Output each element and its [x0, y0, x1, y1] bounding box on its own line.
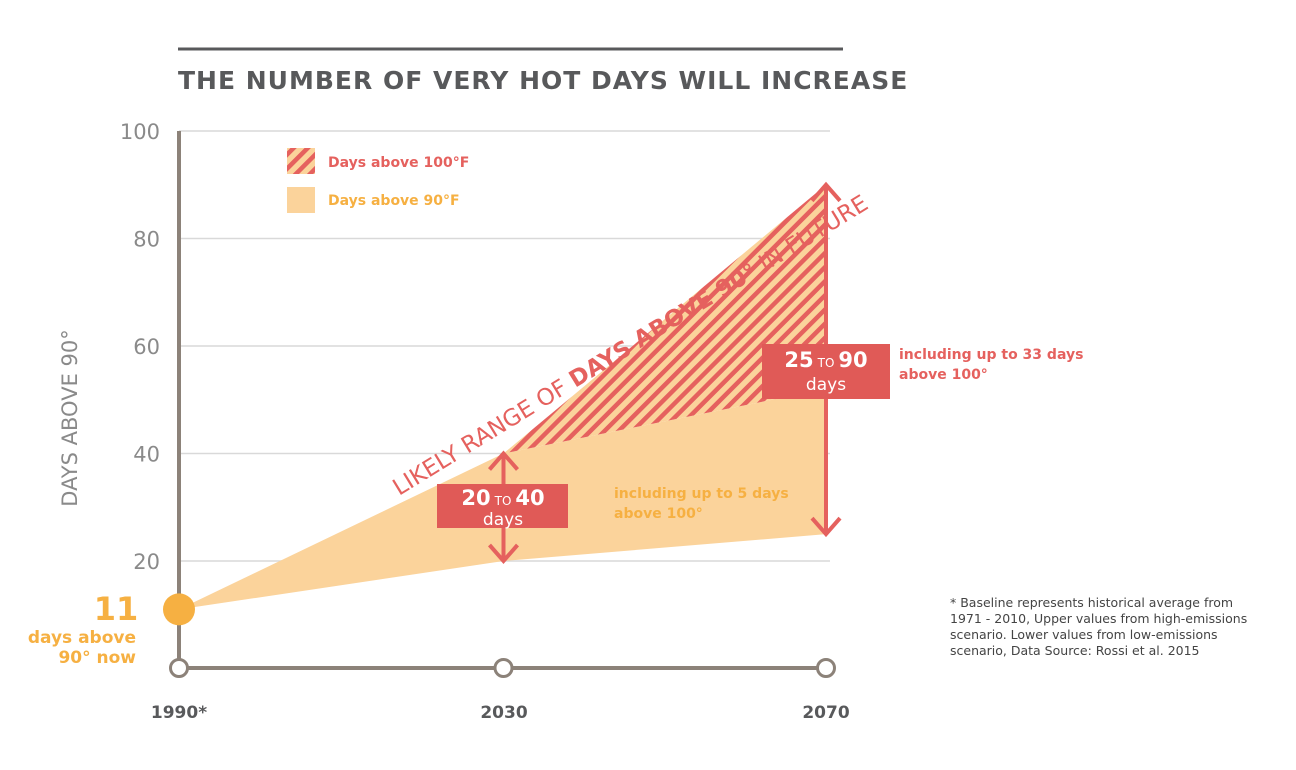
range-2070-note-1: including up to 33 days — [899, 347, 1083, 363]
range-2030-to: TO — [494, 494, 512, 508]
range-2070-note-2: above 100° — [899, 367, 988, 383]
range-2070-low: 25 — [784, 348, 813, 372]
range-2030-values: 20 TO 40 — [461, 486, 544, 510]
range-box-2030 — [437, 484, 568, 528]
footnote-line-2: 1971 - 2010, Upper values from high-emis… — [950, 611, 1247, 626]
range-2030-low: 20 — [461, 486, 490, 510]
x-marker-1990 — [169, 658, 189, 678]
arrow-2070-head-bottom — [810, 516, 842, 538]
area-days-above-100 — [179, 184, 826, 610]
y-tick-60: 60 — [133, 335, 160, 359]
footnote-line-1: * Baseline represents historical average… — [950, 595, 1233, 610]
chart-title: THE NUMBER OF VERY HOT DAYS WILL INCREAS… — [178, 66, 908, 95]
x-tick-2030: 2030 — [480, 703, 527, 723]
x-tick-2070: 2070 — [802, 703, 849, 723]
range-2030-high: 40 — [515, 486, 544, 510]
range-2030-note-2: above 100° — [614, 506, 703, 522]
legend-label-90: Days above 90°F — [328, 193, 460, 209]
baseline-point — [163, 593, 195, 626]
x-marker-2070 — [816, 658, 836, 678]
y-axis-label: DAYS ABOVE 90° — [58, 329, 82, 506]
legend-swatch-90 — [287, 187, 315, 213]
legend-swatch-100 — [287, 148, 315, 174]
x-axis-markers — [169, 658, 836, 678]
arrow-2070-head-top — [810, 181, 842, 203]
range-2070-values: 25 TO 90 — [784, 348, 867, 372]
y-tick-40: 40 — [133, 443, 160, 467]
range-2070-to: TO — [817, 356, 835, 370]
arrow-2030-head-top — [487, 450, 520, 471]
x-tick-1990: 1990* — [151, 703, 207, 723]
range-2070-high: 90 — [838, 348, 867, 372]
footnote-line-4: scenario, Data Source: Rossi et al. 2015 — [950, 643, 1200, 658]
footnote-line-3: scenario. Lower values from low-emission… — [950, 627, 1218, 642]
range-2030-note-1: including up to 5 days — [614, 486, 789, 502]
y-tick-100: 100 — [120, 120, 160, 144]
range-2070-unit: days — [806, 375, 846, 395]
y-tick-80: 80 — [133, 228, 160, 252]
baseline-label-line2: 90° now — [58, 648, 136, 668]
range-box-2070 — [762, 344, 890, 399]
arrow-2030-head-bottom — [487, 543, 520, 565]
baseline-number: 11 — [94, 590, 139, 628]
y-tick-labels: 20 40 60 80 100 — [120, 120, 160, 574]
x-marker-2030 — [493, 658, 514, 678]
y-tick-20: 20 — [133, 550, 160, 574]
legend-label-100: Days above 100°F — [328, 155, 469, 171]
baseline-label-line1: days above — [28, 628, 136, 648]
range-2030-unit: days — [483, 510, 523, 530]
